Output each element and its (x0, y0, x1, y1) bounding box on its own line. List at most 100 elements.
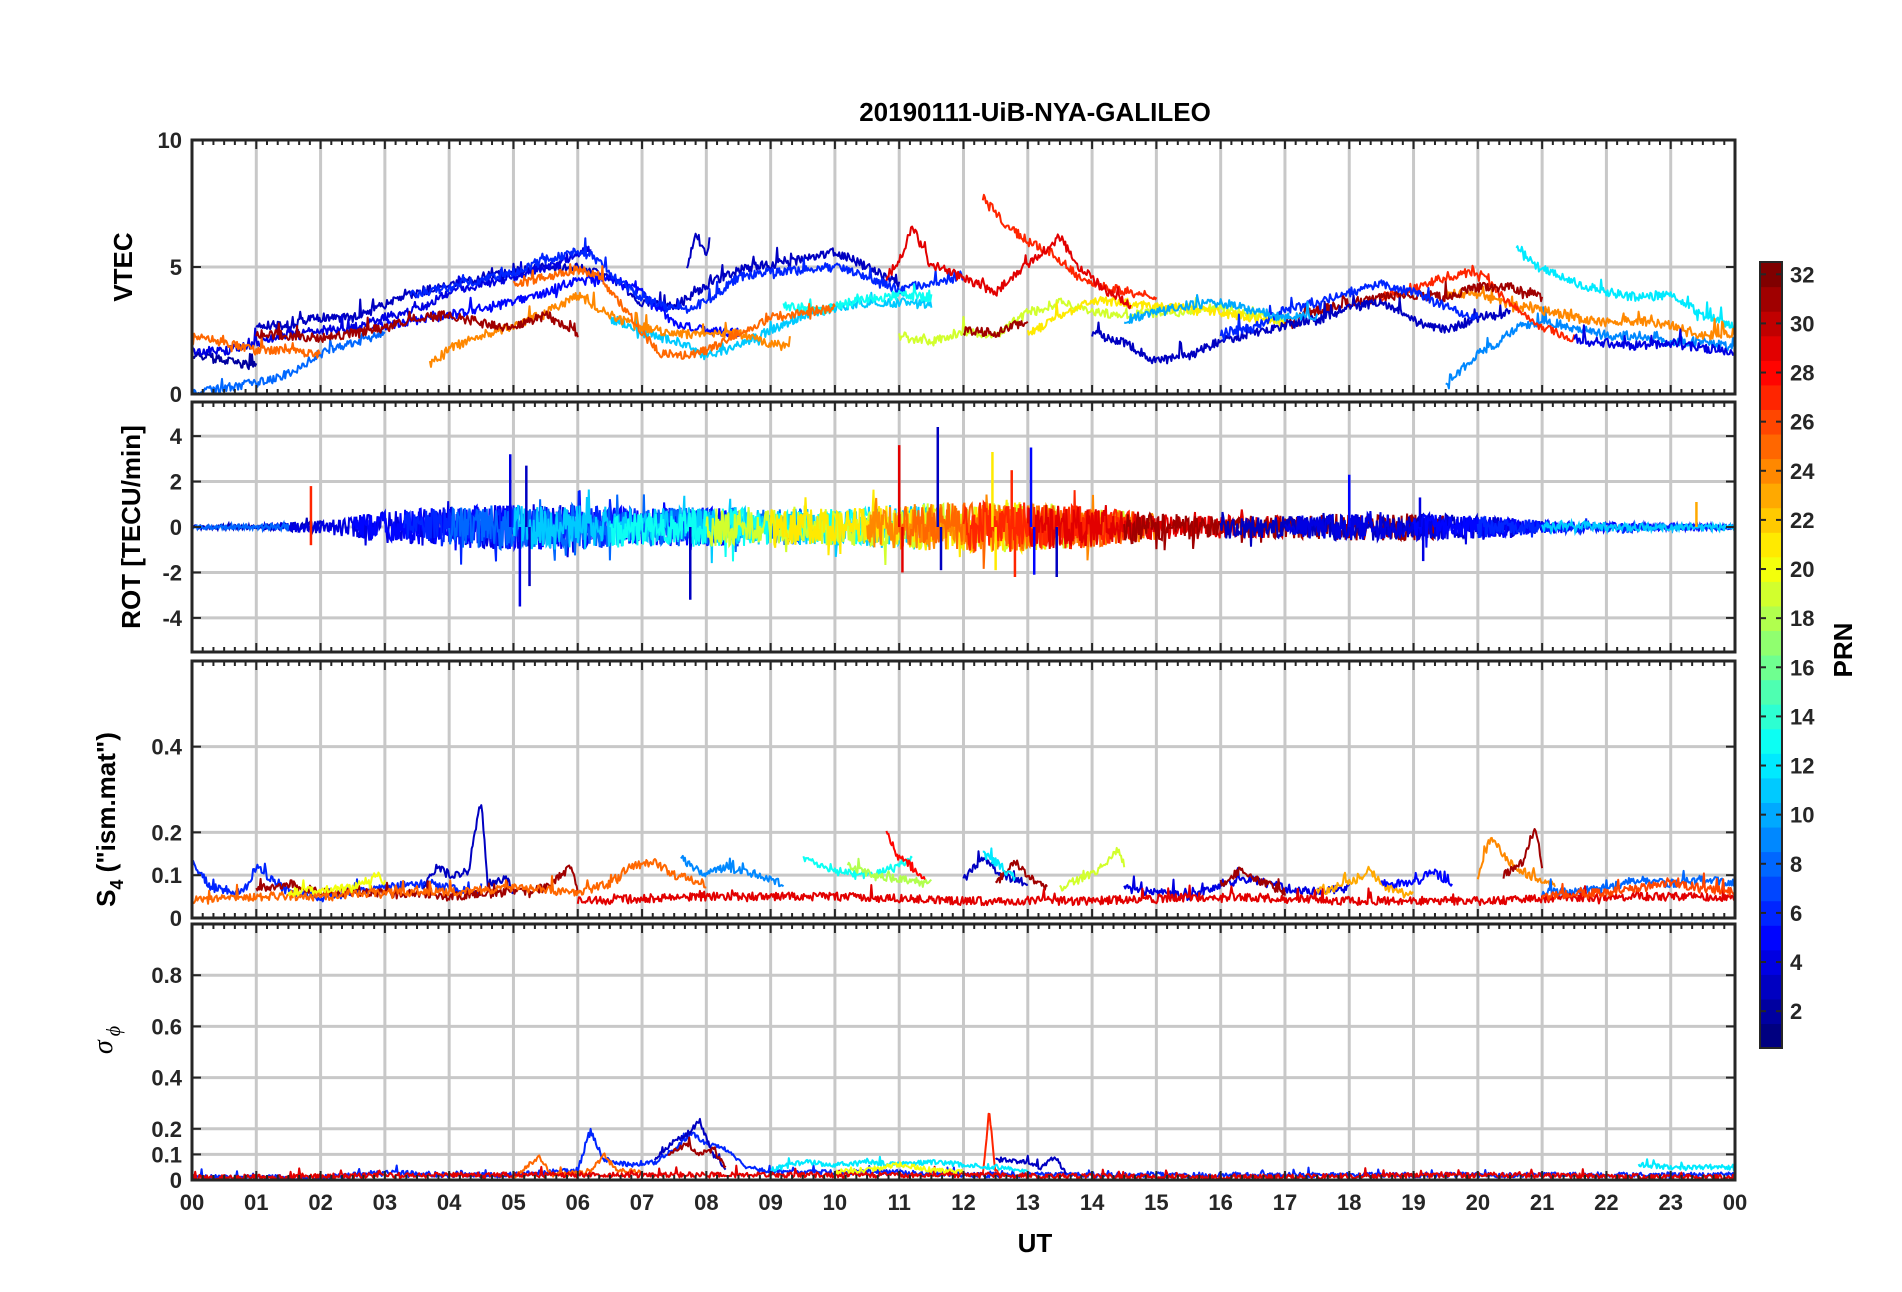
y-tick-label: 0.2 (151, 820, 182, 845)
y-tick-label: 2 (170, 470, 182, 495)
colorbar-tick-label: 30 (1790, 311, 1814, 336)
series-line (287, 871, 386, 897)
colorbar-tick-label: 2 (1790, 999, 1802, 1024)
x-tick-label: 05 (501, 1190, 525, 1215)
series-line (191, 331, 321, 359)
y-tick-label: 0.1 (151, 1142, 182, 1167)
sigma-panel: 00.10.2 0.4 0.6 0.8 σϕ (88, 922, 1737, 1193)
y-tick-label: 0.8 (151, 963, 182, 988)
panel-frame (190, 400, 1737, 654)
colorbar-segment (1760, 679, 1782, 705)
colorbar-segment (1760, 826, 1782, 853)
colorbar-tick-label: 28 (1790, 361, 1814, 386)
x-tick-label: 22 (1594, 1190, 1618, 1215)
series-line (653, 1117, 727, 1171)
x-tick-label: 09 (758, 1190, 782, 1215)
x-tick-label: 15 (1144, 1190, 1168, 1215)
colorbar-tick-label: 26 (1790, 410, 1814, 435)
colorbar-tick-label: 16 (1790, 655, 1814, 680)
y-tick-label: 0 (170, 515, 182, 540)
x-tick-label: 21 (1530, 1190, 1554, 1215)
series-line (898, 296, 1286, 347)
x-tick-label: 02 (308, 1190, 332, 1215)
x-tick-label: 03 (373, 1190, 397, 1215)
colorbar-segment (1760, 998, 1782, 1025)
series-line (1219, 279, 1479, 341)
y-tick-label: 0.4 (151, 735, 182, 760)
y-axis-label: S4 ("ism.mat") (91, 732, 127, 907)
y-tick-label: -2 (162, 560, 182, 585)
series-line (1380, 868, 1453, 889)
colorbar-segment (1760, 335, 1782, 361)
colorbar-tick-label: 6 (1790, 901, 1802, 926)
series-line (1573, 324, 1736, 356)
colorbar-segment (1760, 925, 1782, 951)
colorbar-segment (1760, 581, 1782, 607)
y-tick-label: 0.4 (151, 1066, 182, 1091)
colorbar-segment (1760, 532, 1782, 558)
colorbar-segment (1760, 802, 1782, 828)
colorbar-segment (1760, 753, 1782, 779)
y-axis-label: VTEC (108, 232, 138, 302)
x-tick-label: 19 (1401, 1190, 1425, 1215)
x-tick-label: 00 (1723, 1190, 1747, 1215)
panel-frame (190, 659, 1737, 920)
vtec-panel: 0 5 10 VTEC (108, 128, 1737, 407)
y-tick-label: 4 (170, 424, 183, 449)
colorbar-tick-label: 20 (1790, 557, 1814, 582)
x-tick-label: 04 (437, 1190, 462, 1215)
colorbar-segment (1760, 876, 1782, 902)
x-tick-label: 07 (630, 1190, 654, 1215)
colorbar-segment (1760, 851, 1782, 877)
colorbar-segment (1760, 483, 1782, 509)
series-line (1316, 865, 1414, 899)
s4-panel: 0 0.1 0.2 0.4 S4 ("ism.mat") (91, 659, 1737, 931)
colorbar-label: PRN (1828, 623, 1858, 678)
series-line (962, 320, 1029, 338)
series-line (191, 245, 592, 357)
series-line (1219, 866, 1286, 896)
series-line (371, 272, 740, 339)
series-line (255, 246, 901, 333)
series-line (422, 804, 514, 895)
x-tick-label: 20 (1466, 1190, 1490, 1215)
series-line (255, 310, 579, 343)
colorbar-tick-label: 14 (1790, 704, 1815, 729)
x-tick-label: 14 (1080, 1190, 1105, 1215)
x-axis-label: UT (1018, 1228, 1053, 1258)
series-line (885, 225, 1132, 310)
series-line (994, 1154, 1068, 1175)
colorbar-segment (1760, 900, 1782, 926)
chart-title: 20190111-UiB-NYA-GALILEO (859, 97, 1211, 127)
colorbar-segment (1760, 605, 1782, 632)
rot-series-line (1541, 517, 1736, 537)
series-line (1091, 294, 1511, 365)
series-line (834, 1161, 965, 1175)
colorbar-tick-label: 8 (1790, 852, 1802, 877)
y-tick-label: 10 (158, 128, 182, 153)
series-line (1541, 872, 1736, 902)
colorbar-segment (1760, 1023, 1782, 1049)
x-tick-label: 06 (566, 1190, 590, 1215)
x-axis: 00 01 02 03 04 05 06 07 08 09 10 11 12 13 14 15 16 17 18 19… (180, 1190, 1747, 1215)
colorbar-segment (1760, 974, 1782, 1000)
x-tick-label: 13 (1016, 1190, 1040, 1215)
x-tick-label: 10 (823, 1190, 847, 1215)
colorbar-frame (1759, 261, 1783, 1049)
colorbar-segment (1760, 556, 1782, 582)
series-line (680, 854, 785, 888)
x-tick-label: 08 (694, 1190, 718, 1215)
panel-frame (190, 138, 1737, 396)
colorbar-segment (1760, 384, 1782, 410)
colorbar-tick-label: 4 (1790, 950, 1803, 975)
y-tick-label: -4 (162, 606, 182, 631)
y-axis-label: σϕ (88, 1026, 125, 1054)
x-tick-label: 01 (244, 1190, 268, 1215)
series-line (1515, 245, 1736, 333)
y-tick-label: 0.2 (151, 1117, 182, 1142)
series-line (191, 858, 707, 905)
colorbar-segment (1760, 433, 1782, 460)
y-tick-label: 0.1 (151, 863, 182, 888)
